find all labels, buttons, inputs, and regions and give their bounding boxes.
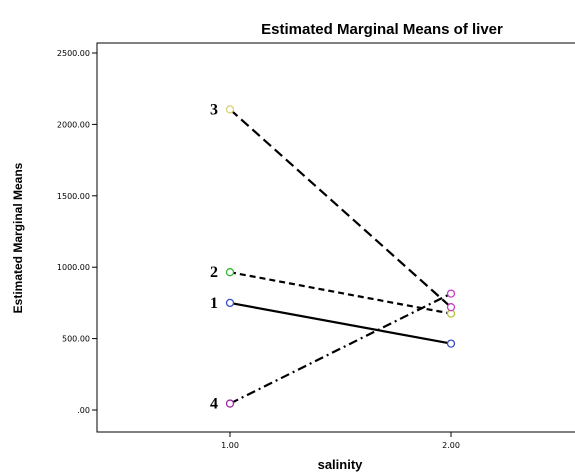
y-tick-label: 2500.00 (57, 49, 90, 58)
series-lines (229, 108, 452, 405)
series-point-1 (446, 339, 456, 348)
series-line-1 (229, 301, 452, 345)
chart-title: Estimated Marginal Means of liver (261, 21, 503, 38)
series-line-4 (229, 292, 452, 405)
series-label-3: 3 (210, 101, 218, 118)
y-tick-label: 1500.00 (57, 192, 90, 201)
series-point-1 (225, 298, 235, 308)
plot-frame (96, 42, 575, 433)
x-tick-label: 2.00 (442, 441, 460, 450)
series-label-4: 4 (210, 396, 218, 413)
y-tick-label: 2000.00 (57, 120, 90, 129)
y-axis: .00 500.00 1000.00 1500.00 2000.00 2500.00 (57, 49, 97, 415)
series-point-4 (225, 399, 235, 408)
y-tick-label: 500.00 (62, 335, 90, 344)
x-axis: 1.00 2.00 (221, 432, 460, 450)
series-markers (225, 105, 456, 408)
x-axis-title: salinity (318, 457, 364, 472)
x-tick-label: 1.00 (221, 441, 239, 450)
series-point-4 (446, 289, 456, 298)
y-tick-label: .00 (77, 406, 90, 415)
series-point-3 (446, 303, 456, 312)
series-line-3 (229, 108, 452, 309)
series-point-2 (225, 268, 235, 277)
series-label-2: 2 (210, 264, 218, 281)
series-label-1: 1 (210, 295, 218, 312)
y-tick-label: 1000.00 (57, 263, 90, 272)
series-point-3 (225, 105, 235, 114)
series-labels: 1 2 3 4 (210, 101, 218, 412)
series-line-2 (229, 271, 452, 315)
y-axis-title: Estimated Marginal Means (11, 162, 25, 313)
